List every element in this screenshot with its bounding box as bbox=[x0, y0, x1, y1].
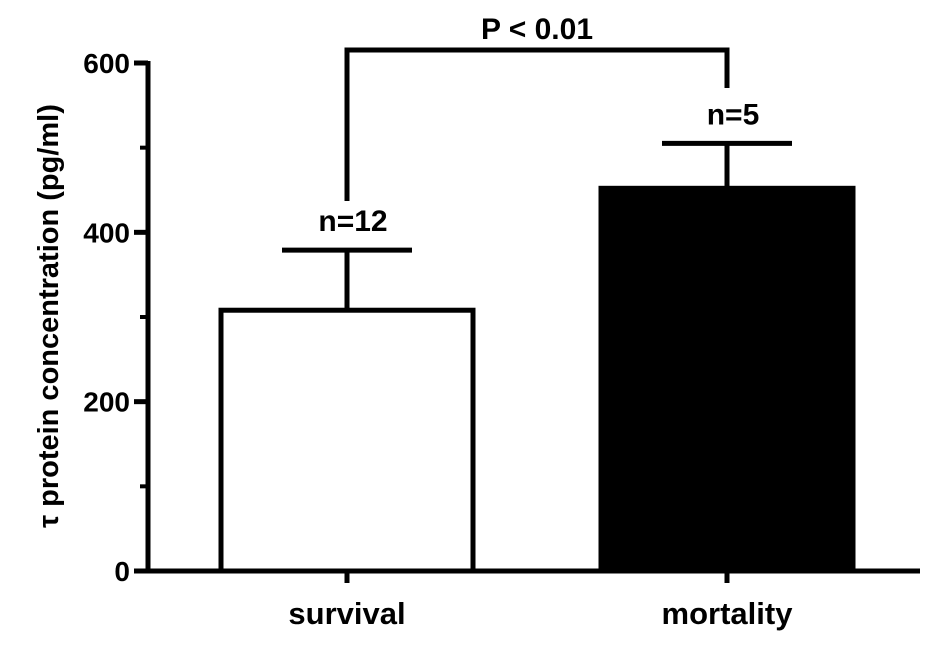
y-tick-label-0: 0 bbox=[114, 556, 130, 587]
y-tick-label-600: 600 bbox=[83, 48, 130, 79]
significance-bracket bbox=[344, 47, 730, 201]
error-bar-mortality bbox=[662, 140, 792, 189]
significance-label: P < 0.01 bbox=[481, 13, 593, 46]
bar-mortality bbox=[598, 185, 856, 574]
y-tick-label-400: 400 bbox=[83, 217, 130, 248]
x-tick-label-mortality: mortality bbox=[662, 596, 794, 631]
error-bar-survival bbox=[282, 247, 412, 311]
n-label-survival: n=12 bbox=[318, 205, 387, 238]
y-axis-label: τ protein concentration (pg/ml) bbox=[33, 104, 65, 528]
bar-survival bbox=[218, 307, 476, 574]
x-tick-label-survival: survival bbox=[288, 596, 405, 631]
y-tick-label-200: 200 bbox=[83, 387, 130, 418]
n-label-mortality: n=5 bbox=[707, 98, 760, 131]
